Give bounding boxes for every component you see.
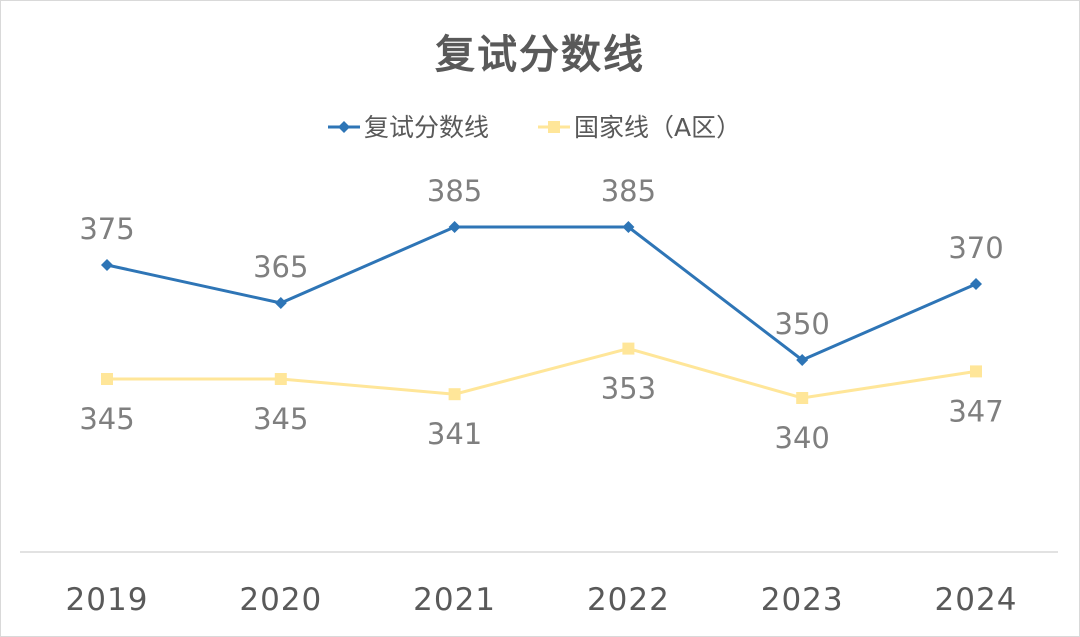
legend-marker-2 (548, 121, 560, 133)
data-point (622, 221, 635, 233)
chart-title: 复试分数线 (435, 32, 645, 78)
data-point (101, 373, 113, 385)
data-point (101, 259, 113, 271)
x-tick-label: 2021 (413, 582, 496, 618)
data-point (970, 365, 982, 378)
data-label: 350 (775, 307, 830, 341)
data-point (274, 373, 287, 385)
x-tick-label: 2022 (587, 582, 670, 618)
x-tick-label: 2019 (66, 582, 149, 618)
data-label: 347 (948, 394, 1003, 428)
data-label: 385 (427, 174, 482, 208)
data-point (970, 278, 982, 290)
series-line-2 (107, 347, 977, 400)
data-label: 375 (79, 212, 134, 246)
data-point (448, 388, 461, 401)
data-label: 341 (427, 417, 482, 451)
legend-marker-1 (338, 121, 350, 133)
data-label: 365 (253, 250, 308, 284)
data-label: 345 (79, 402, 134, 436)
x-tick-label: 2023 (761, 582, 844, 618)
data-label: 345 (253, 402, 308, 436)
legend-label-2: 国家线（A区） (574, 113, 741, 142)
series-line-1 (106, 225, 977, 362)
data-label: 370 (948, 231, 1003, 265)
data-point (622, 342, 635, 355)
data-point (448, 221, 461, 233)
data-label: 353 (601, 372, 656, 406)
data-point (796, 392, 809, 404)
data-point (274, 297, 287, 309)
x-tick-label: 2024 (935, 582, 1018, 618)
x-tick-label: 2020 (239, 582, 322, 618)
data-label: 340 (775, 421, 830, 455)
data-point (796, 354, 809, 366)
data-label: 385 (601, 174, 656, 208)
legend-label-1: 复试分数线 (364, 113, 489, 142)
